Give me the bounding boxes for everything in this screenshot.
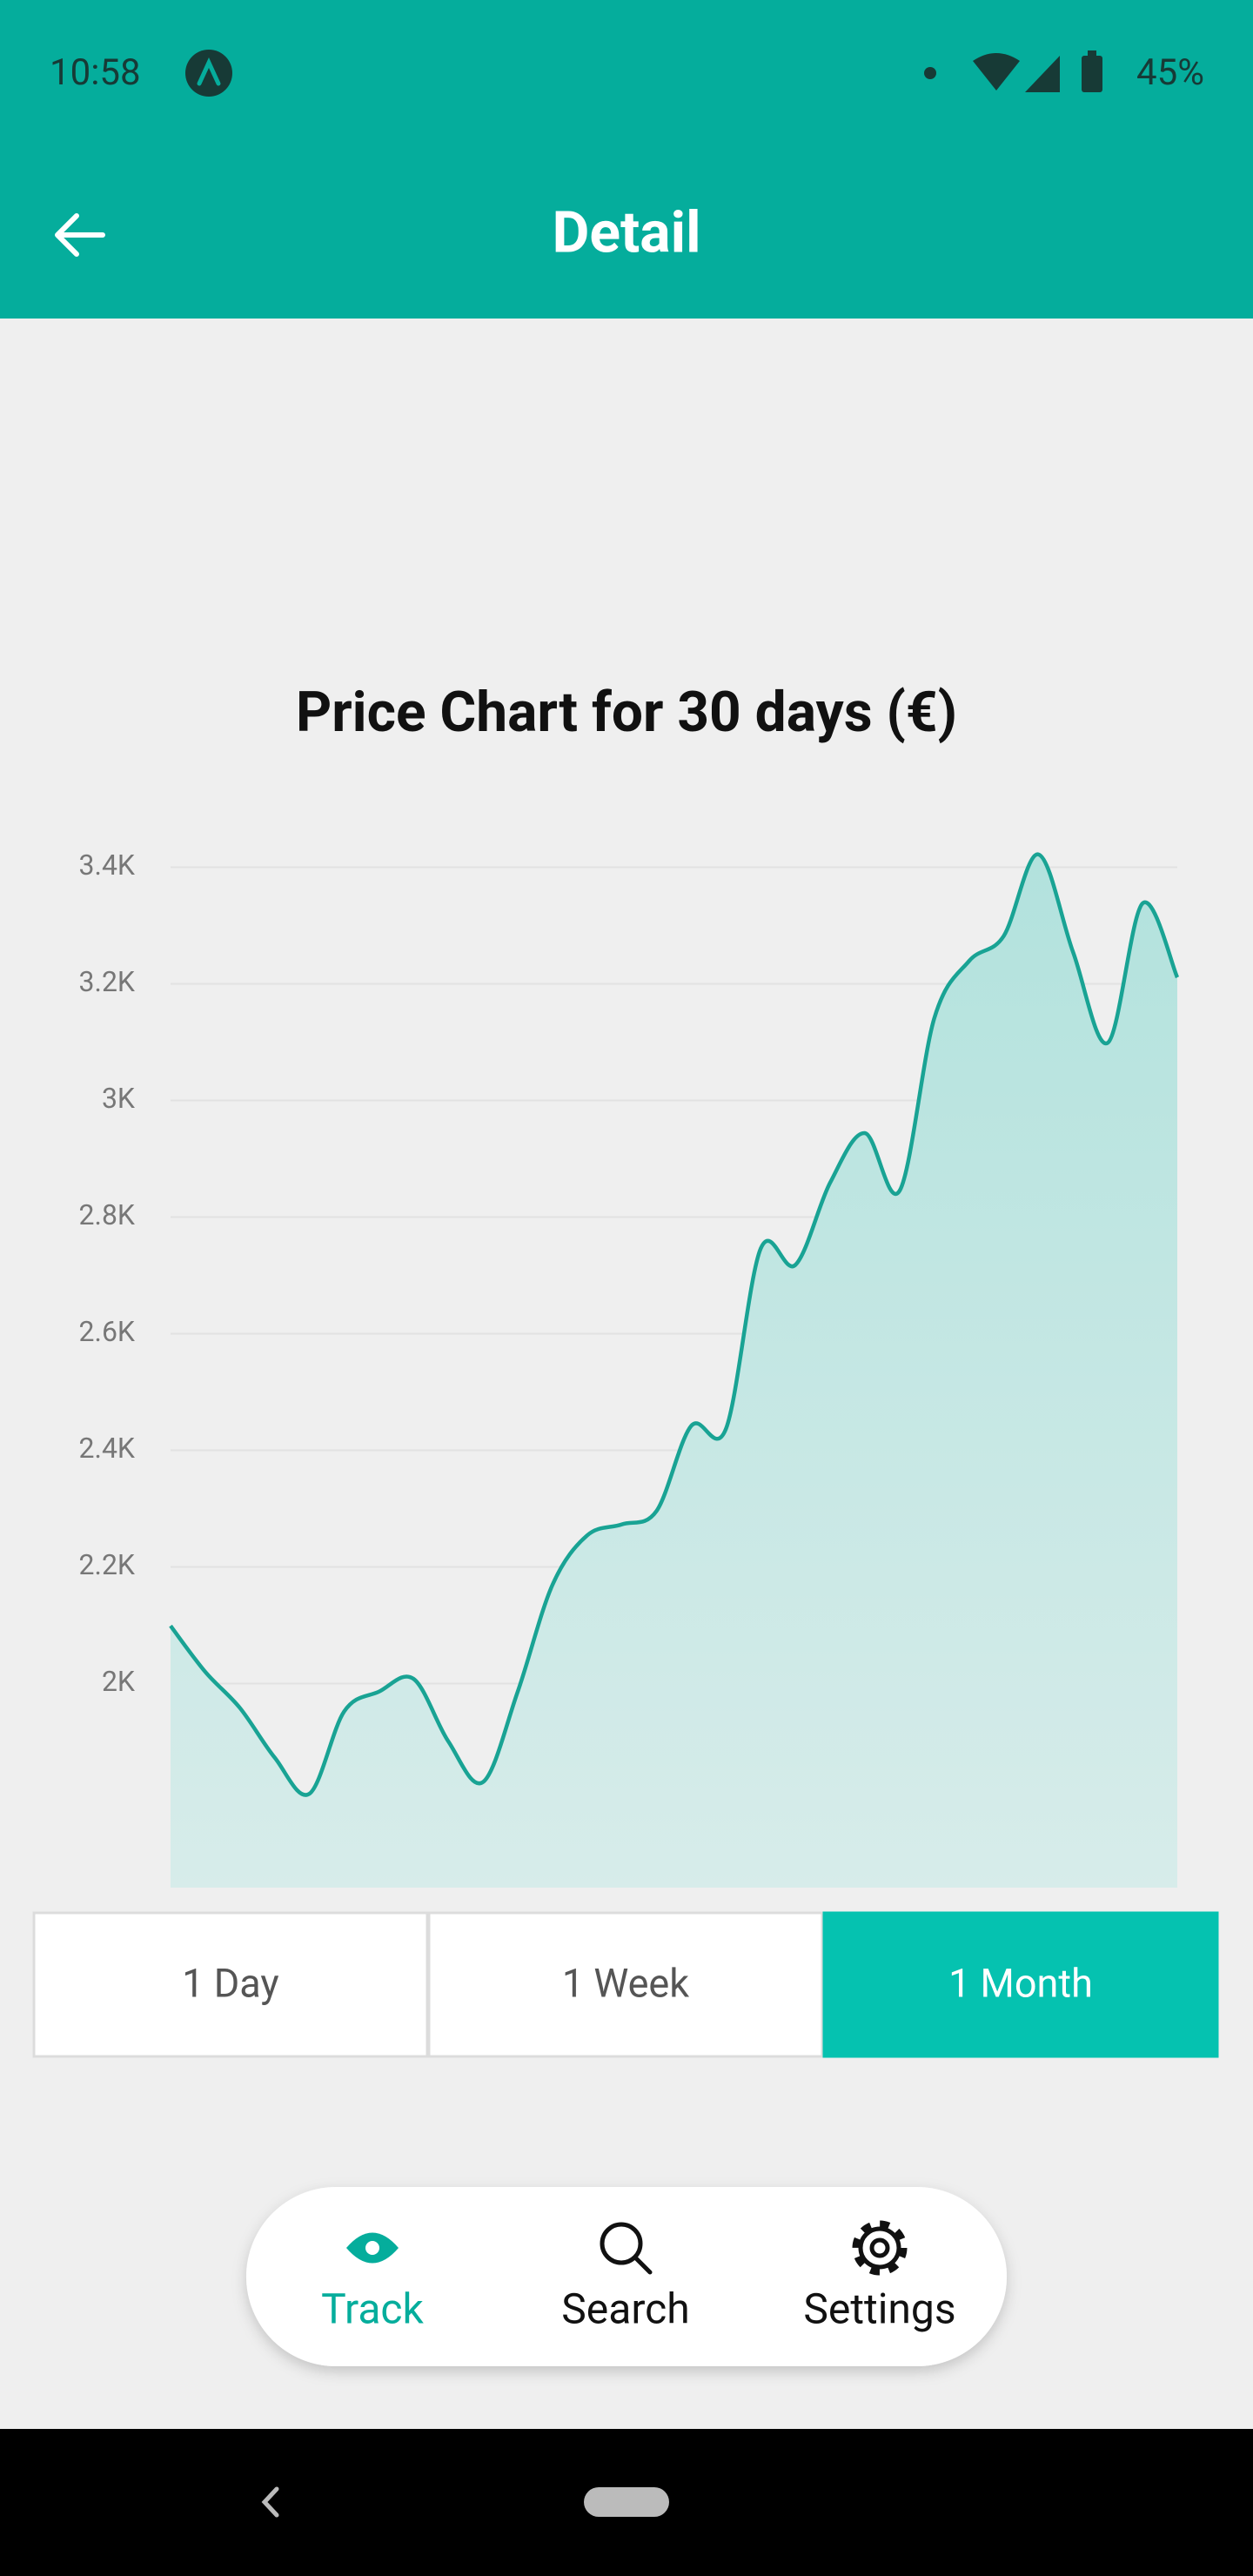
nav-label[interactable]: Search <box>561 2284 689 2334</box>
search-icon[interactable] <box>600 2222 643 2265</box>
y-tick-label: 3K <box>102 1082 136 1115</box>
range-button[interactable] <box>32 1911 429 2058</box>
bottom-nav-items: Track Search Settings <box>321 2220 956 2334</box>
range-button-label[interactable]: 1 Day <box>182 1960 278 2006</box>
search-icon-handle[interactable] <box>633 2255 653 2275</box>
settings-icon-teeth[interactable] <box>852 2220 908 2276</box>
y-tick-label: 3.2K <box>79 965 136 998</box>
y-tick-label: 2.6K <box>79 1315 136 1348</box>
area-fill <box>171 854 1177 1888</box>
battery-icon <box>1082 56 1102 92</box>
y-tick-label: 2.2K <box>79 1548 136 1581</box>
battery-percent: 45% <box>1136 51 1204 94</box>
y-tick-label: 3.4K <box>79 849 136 882</box>
chart: 2K 2.2K 2.4K 2.6K 2.8K 3K 3.2K 3.4K <box>79 849 1180 1888</box>
wifi-icon <box>973 53 1020 91</box>
range-button[interactable] <box>822 1911 1219 2058</box>
nav-label[interactable]: Track <box>321 2284 424 2334</box>
system-back[interactable] <box>261 2486 279 2518</box>
nav-label[interactable]: Settings <box>803 2284 955 2334</box>
back-button[interactable] <box>55 213 105 257</box>
range-button-label[interactable]: 1 Week <box>562 1960 689 2006</box>
bottom-nav <box>246 2187 1007 2366</box>
chart-title: Price Chart for 30 days (€) <box>296 680 957 745</box>
y-tick-label: 2.8K <box>79 1198 136 1231</box>
system-home[interactable] <box>584 2487 669 2517</box>
battery-cap <box>1088 50 1096 57</box>
app-bar <box>0 0 1253 319</box>
price-line <box>169 852 1180 1797</box>
range-button-label[interactable]: 1 Month <box>948 1960 1093 2006</box>
app-title: Detail <box>552 199 700 266</box>
range-buttons: 1 Day 1 Week 1 Month <box>32 1911 1219 2058</box>
status-app-icon <box>185 50 232 97</box>
y-tick-label: 2K <box>102 1665 136 1698</box>
settings-icon-hub[interactable] <box>869 2237 890 2258</box>
track-icon-pupil[interactable] <box>365 2241 379 2255</box>
y-tick-label: 2.4K <box>79 1432 136 1465</box>
settings-icon[interactable] <box>858 2226 901 2270</box>
status-time: 10:58 <box>50 51 141 94</box>
range-button[interactable] <box>427 1911 824 2058</box>
status-dot <box>924 67 936 79</box>
signal-icon <box>1025 56 1060 92</box>
